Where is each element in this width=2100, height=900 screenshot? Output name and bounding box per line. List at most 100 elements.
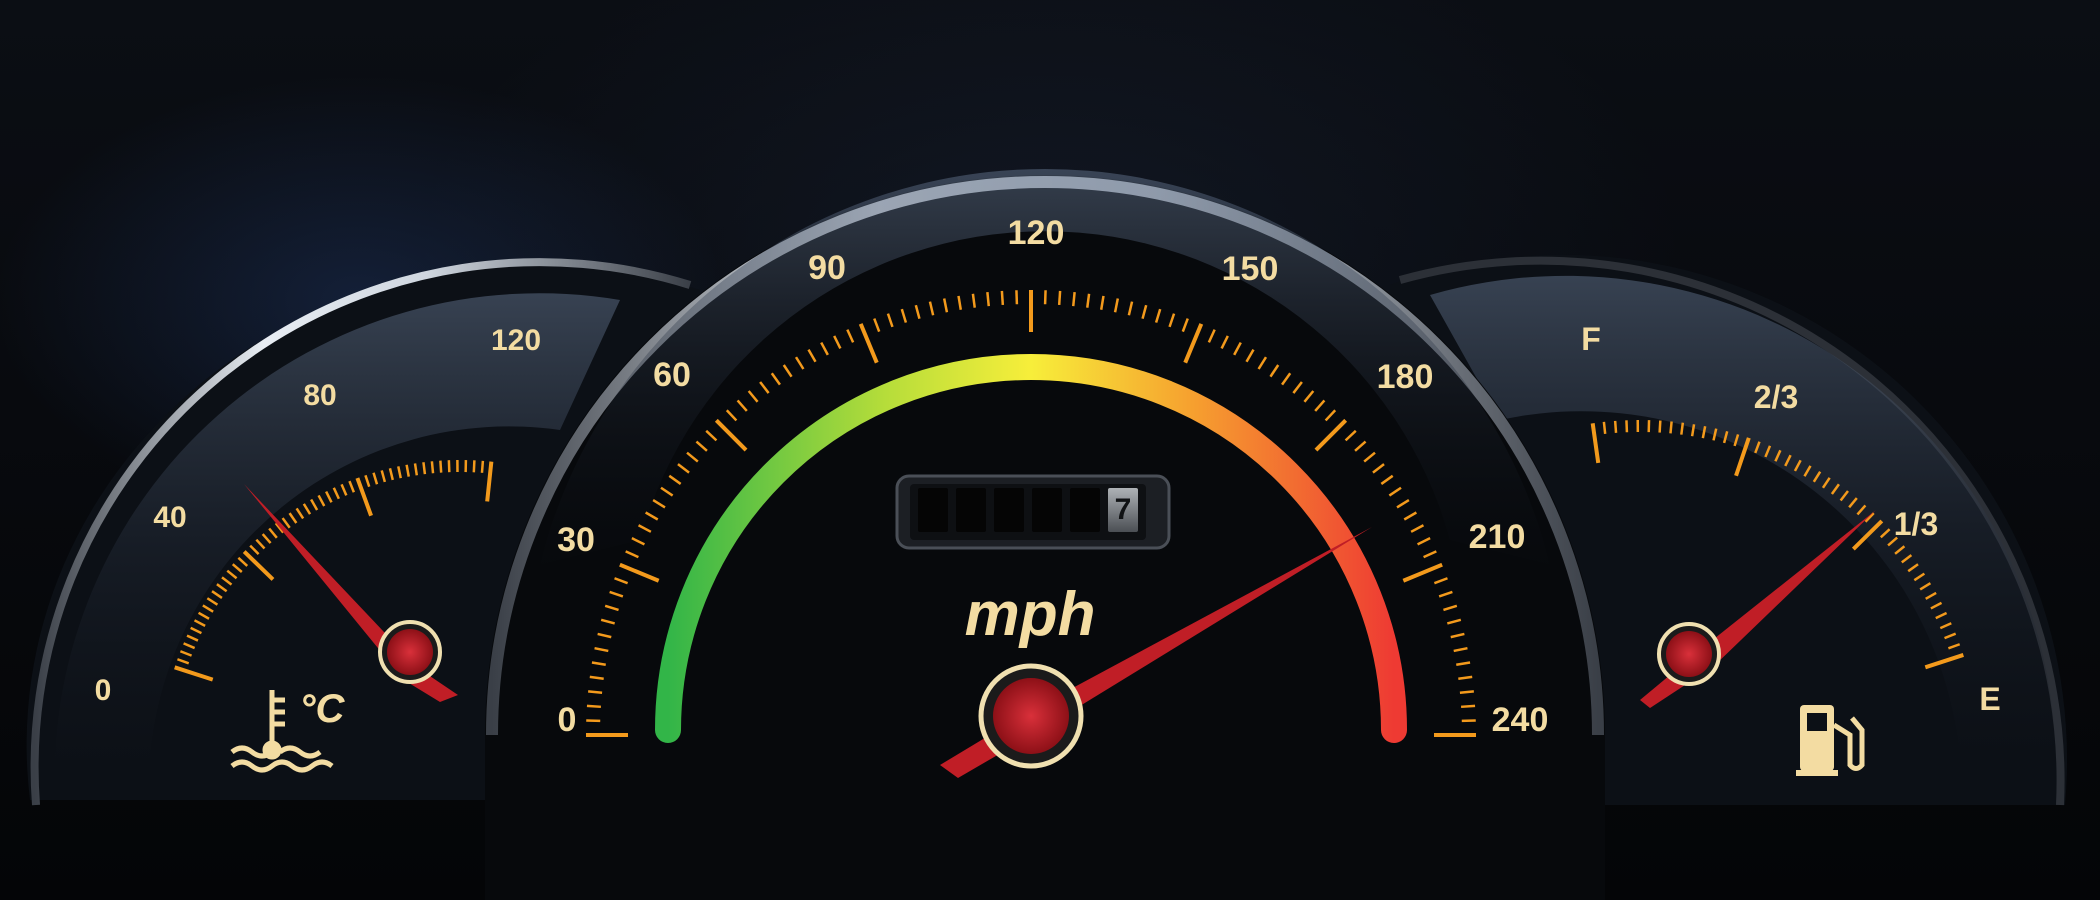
speed-tick-label-30: 30 xyxy=(557,521,595,559)
minor-tick xyxy=(413,463,419,476)
speed-tick-label-150: 150 xyxy=(1222,250,1279,288)
minor-tick xyxy=(179,650,193,657)
minor-tick xyxy=(1363,451,1376,463)
major-tick xyxy=(174,665,214,682)
minor-tick xyxy=(1939,622,1952,630)
minor-tick xyxy=(1220,335,1229,350)
minor-tick xyxy=(325,490,333,503)
minor-tick xyxy=(725,409,738,422)
minor-tick xyxy=(1680,422,1685,435)
minor-tick xyxy=(1712,428,1718,441)
minor-tick xyxy=(807,348,817,363)
minor-tick xyxy=(770,372,781,386)
minor-tick xyxy=(928,301,935,316)
fuel-tick-label-empty: E xyxy=(1979,681,2000,717)
minor-tick xyxy=(668,474,682,485)
minor-tick xyxy=(1433,577,1448,585)
speed-color-band xyxy=(655,354,1407,743)
minor-tick xyxy=(625,550,639,559)
minor-tick xyxy=(1410,524,1425,533)
minor-tick xyxy=(216,583,228,593)
minor-tick xyxy=(1388,486,1402,497)
minor-tick xyxy=(1450,632,1465,639)
coolant-temperature-icon xyxy=(230,690,334,773)
minor-tick xyxy=(1864,512,1875,523)
temp-tick-marks xyxy=(174,460,494,682)
minor-tick xyxy=(405,464,410,477)
minor-tick xyxy=(1344,429,1357,442)
minor-tick xyxy=(1072,292,1076,307)
minor-tick xyxy=(1658,420,1662,433)
minor-tick xyxy=(631,537,646,546)
minor-tick xyxy=(986,292,990,307)
minor-tick xyxy=(600,618,616,625)
minor-tick xyxy=(900,308,908,323)
temp-tick-label-80: 80 xyxy=(303,379,336,412)
minor-tick xyxy=(782,364,793,378)
minor-tick xyxy=(332,487,340,500)
minor-tick xyxy=(695,440,708,452)
minor-tick xyxy=(1443,604,1458,612)
minor-tick xyxy=(1057,290,1062,306)
minor-tick xyxy=(1947,643,1961,650)
temp-tick-label-40: 40 xyxy=(153,501,186,534)
major-tick xyxy=(242,550,275,581)
minor-tick xyxy=(1774,449,1782,462)
minor-tick xyxy=(1168,313,1176,328)
minor-tick xyxy=(472,460,476,473)
minor-tick xyxy=(1613,420,1618,433)
minor-tick xyxy=(177,658,190,665)
minor-tick xyxy=(637,524,652,533)
minor-tick xyxy=(1380,474,1394,485)
major-tick xyxy=(485,461,494,502)
major-tick xyxy=(619,562,660,583)
minor-tick xyxy=(1453,646,1468,653)
minor-tick xyxy=(1460,704,1476,709)
fuel-tick-label-full: F xyxy=(1581,321,1601,357)
minor-tick xyxy=(942,298,949,313)
minor-tick xyxy=(588,690,603,694)
minor-tick xyxy=(971,293,976,308)
minor-tick xyxy=(480,460,485,473)
major-tick xyxy=(1314,418,1348,452)
temp-unit-label: °C xyxy=(300,687,346,731)
minor-tick xyxy=(1154,308,1162,323)
minor-tick xyxy=(372,472,379,485)
major-tick xyxy=(1590,423,1601,464)
minor-tick xyxy=(302,503,312,515)
minor-tick xyxy=(190,626,202,635)
speedometer: 0 30 60 90 120 150 180 210 240 mph xyxy=(485,168,1605,900)
minor-tick xyxy=(430,461,435,474)
minor-tick xyxy=(1459,690,1474,694)
minor-tick xyxy=(211,590,223,599)
speed-tick-label-0: 0 xyxy=(558,701,577,739)
minor-tick xyxy=(422,462,427,475)
minor-tick xyxy=(206,597,219,606)
minor-tick xyxy=(310,498,319,511)
minor-tick xyxy=(1754,441,1761,454)
minor-tick xyxy=(1099,295,1105,310)
minor-tick xyxy=(1839,490,1849,502)
major-tick xyxy=(1924,653,1964,670)
minor-tick xyxy=(1403,511,1418,521)
minor-tick xyxy=(261,533,272,544)
minor-tick xyxy=(873,318,881,333)
minor-tick xyxy=(736,399,748,412)
fuel-bezel xyxy=(1398,256,2065,806)
minor-tick xyxy=(1602,421,1607,434)
minor-tick xyxy=(705,429,718,442)
fuel-needle-hub xyxy=(1666,631,1712,677)
minor-tick xyxy=(380,470,387,483)
minor-tick xyxy=(1281,372,1292,386)
minor-tick xyxy=(1793,459,1802,472)
minor-tick xyxy=(1879,528,1891,539)
odometer-digit-2 xyxy=(956,488,986,532)
fuel-glass xyxy=(1430,275,2056,791)
minor-tick xyxy=(1930,601,1943,610)
minor-tick xyxy=(794,356,805,370)
major-tick xyxy=(1851,519,1884,551)
odometer-digit-3 xyxy=(994,488,1024,532)
minor-tick xyxy=(197,611,210,620)
temp-tick-label-0: 0 xyxy=(95,674,112,707)
speed-tick-label-180: 180 xyxy=(1377,358,1434,396)
